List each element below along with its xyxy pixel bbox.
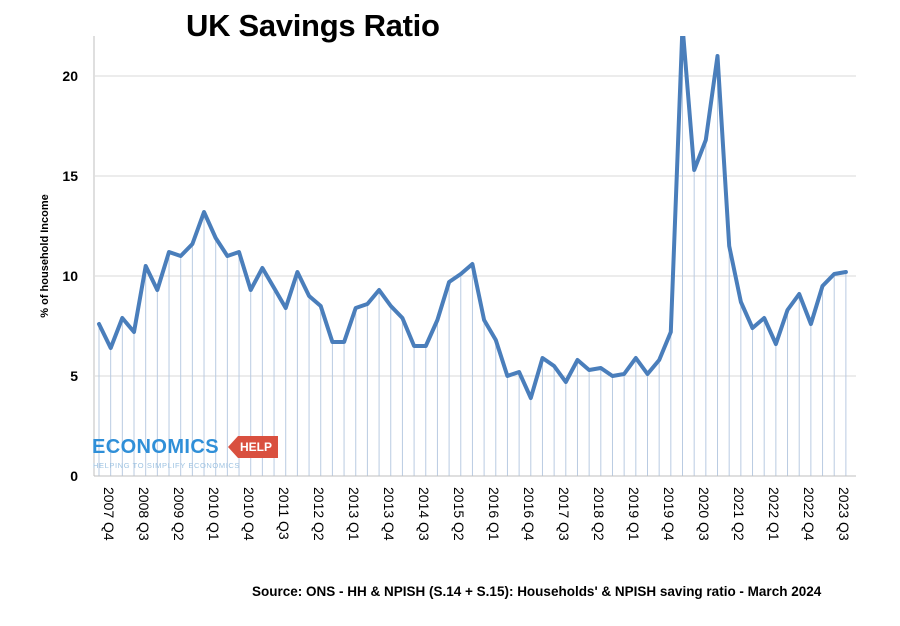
x-tick-label: 2019 Q4 <box>661 487 677 541</box>
x-tick-label: 2020 Q3 <box>696 487 712 541</box>
axes <box>93 36 856 477</box>
x-axis-ticks: 2007 Q4 2008 Q3 2009 Q2 2010 Q1 2010 Q4 2011 … <box>101 487 852 541</box>
y-tick-label: 5 <box>70 368 78 384</box>
x-tick-label: 2022 Q4 <box>801 487 817 541</box>
savings-ratio-line <box>97 36 848 400</box>
x-tick-label: 2010 Q1 <box>206 487 222 541</box>
y-axis-ticks: 0 5 10 15 20 <box>62 68 78 484</box>
y-tick-label: 20 <box>62 68 78 84</box>
logo-brand: ECONOMICS <box>92 436 219 458</box>
y-axis-label: % of household Income <box>39 194 51 317</box>
x-tick-label: 2011 Q3 <box>276 487 292 540</box>
x-tick-label: 2017 Q3 <box>556 487 572 541</box>
x-tick-label: 2014 Q3 <box>416 487 432 541</box>
chart-title: UK Savings Ratio <box>186 8 440 43</box>
x-tick-label: 2015 Q2 <box>451 487 467 541</box>
x-tick-label: 2007 Q4 <box>101 487 117 541</box>
y-tick-label: 0 <box>70 468 78 484</box>
x-tick-label: 2022 Q1 <box>766 487 782 541</box>
x-tick-label: 2016 Q1 <box>486 487 502 541</box>
logo-tag: HELP <box>228 436 279 458</box>
x-tick-label: 2010 Q4 <box>241 487 257 541</box>
x-tick-label: 2013 Q1 <box>346 487 362 541</box>
x-tick-label: 2018 Q2 <box>591 487 607 541</box>
x-tick-label: 2016 Q4 <box>521 487 537 541</box>
savings-ratio-chart: 0 5 10 15 20 2007 Q4 2008 Q3 2009 Q2 2010 Q1 201… <box>39 36 856 541</box>
y-tick-label: 10 <box>62 268 78 284</box>
x-tick-label: 2021 Q2 <box>731 487 747 541</box>
x-tick-label: 2012 Q2 <box>311 487 327 541</box>
x-tick-label: 2023 Q3 <box>836 487 852 541</box>
economics-help-logo: ECONOMICS HELP HELPING TO SIMPLIFY ECONO… <box>92 436 279 476</box>
logo-tagline: HELPING TO SIMPLIFY ECONOMICS <box>93 461 241 470</box>
y-tick-label: 15 <box>62 168 78 184</box>
series-line <box>97 36 848 400</box>
drop-lines <box>98 36 847 476</box>
x-tick-label: 2019 Q1 <box>626 487 642 541</box>
x-tick-label: 2008 Q3 <box>136 487 152 541</box>
x-tick-label: 2013 Q4 <box>381 487 397 541</box>
source-note: Source: ONS - HH & NPISH (S.14 + S.15): … <box>252 584 822 599</box>
x-tick-label: 2009 Q2 <box>171 487 187 541</box>
